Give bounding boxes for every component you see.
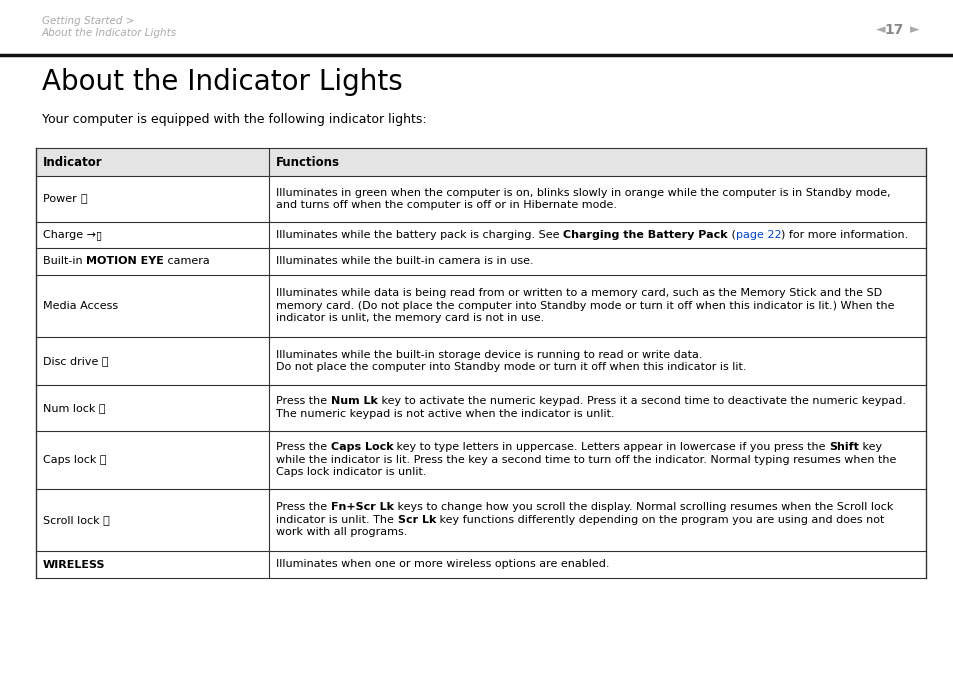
Text: Disc drive ⎕: Disc drive ⎕ <box>43 356 109 366</box>
Text: Caps Lock: Caps Lock <box>331 442 393 452</box>
Text: Num lock ⚿: Num lock ⚿ <box>43 403 106 413</box>
Text: Caps lock indicator is unlit.: Caps lock indicator is unlit. <box>275 467 426 477</box>
Text: Charge →: Charge → <box>43 230 96 240</box>
Text: Power: Power <box>43 194 80 204</box>
Text: Illuminates when one or more wireless options are enabled.: Illuminates when one or more wireless op… <box>275 559 609 570</box>
Text: Press the: Press the <box>275 502 331 512</box>
Text: indicator is unlit, the memory card is not in use.: indicator is unlit, the memory card is n… <box>275 313 544 324</box>
Text: camera: camera <box>164 257 210 266</box>
Text: ▯: ▯ <box>96 230 102 240</box>
Text: indicator is unlit. The: indicator is unlit. The <box>275 515 397 525</box>
Text: key to activate the numeric keypad. Press it a second time to deactivate the num: key to activate the numeric keypad. Pres… <box>377 396 904 406</box>
Text: Caps lock ⚿: Caps lock ⚿ <box>43 455 107 465</box>
Text: Illuminates while the built-in camera is in use.: Illuminates while the built-in camera is… <box>275 256 534 266</box>
Bar <box>36 148 925 578</box>
Text: work with all programs.: work with all programs. <box>275 527 407 537</box>
Text: ⏻: ⏻ <box>80 194 87 204</box>
Text: Shift: Shift <box>828 442 859 452</box>
Text: (: ( <box>727 230 735 240</box>
Text: Illuminates while data is being read from or written to a memory card, such as t: Illuminates while data is being read fro… <box>275 288 882 299</box>
Text: Illuminates while the battery pack is charging. See: Illuminates while the battery pack is ch… <box>275 230 562 240</box>
Text: Do not place the computer into Standby mode or turn it off when this indicator i: Do not place the computer into Standby m… <box>275 362 746 372</box>
Text: keys to change how you scroll the display. Normal scrolling resumes when the Scr: keys to change how you scroll the displa… <box>394 502 892 512</box>
Text: WIRELESS: WIRELESS <box>43 559 106 570</box>
Text: Illuminates while the built-in storage device is running to read or write data.: Illuminates while the built-in storage d… <box>275 350 702 359</box>
Text: Fn+Scr Lk: Fn+Scr Lk <box>331 502 394 512</box>
Text: key to type letters in uppercase. Letters appear in lowercase if you press the: key to type letters in uppercase. Letter… <box>393 442 828 452</box>
Text: ) for more information.: ) for more information. <box>781 230 907 240</box>
Text: 17: 17 <box>883 23 902 37</box>
Text: Scr Lk: Scr Lk <box>397 515 436 525</box>
Text: Scroll lock ⚿: Scroll lock ⚿ <box>43 515 110 525</box>
Text: Your computer is equipped with the following indicator lights:: Your computer is equipped with the follo… <box>42 113 426 126</box>
Text: Num Lk: Num Lk <box>331 396 377 406</box>
Text: key: key <box>859 442 882 452</box>
Text: About the Indicator Lights: About the Indicator Lights <box>42 28 177 38</box>
Text: ◄: ◄ <box>875 24 884 36</box>
Text: key functions differently depending on the program you are using and does not: key functions differently depending on t… <box>436 515 883 525</box>
Text: Built-in: Built-in <box>43 257 86 266</box>
Text: Press the: Press the <box>275 442 331 452</box>
Text: and turns off when the computer is off or in Hibernate mode.: and turns off when the computer is off o… <box>275 200 617 210</box>
Text: memory card. (Do not place the computer into Standby mode or turn it off when th: memory card. (Do not place the computer … <box>275 301 894 311</box>
Text: The numeric keypad is not active when the indicator is unlit.: The numeric keypad is not active when th… <box>275 409 614 419</box>
Text: Press the: Press the <box>275 396 331 406</box>
Text: About the Indicator Lights: About the Indicator Lights <box>42 68 402 96</box>
Text: ►: ► <box>909 24 919 36</box>
Text: while the indicator is lit. Press the key a second time to turn off the indicato: while the indicator is lit. Press the ke… <box>275 455 896 465</box>
Text: MOTION EYE: MOTION EYE <box>86 257 164 266</box>
Text: Functions: Functions <box>275 156 340 168</box>
Text: Charging the Battery Pack: Charging the Battery Pack <box>562 230 727 240</box>
Bar <box>36 148 925 176</box>
Text: page 22: page 22 <box>735 230 781 240</box>
Text: Indicator: Indicator <box>43 156 103 168</box>
Text: Getting Started >: Getting Started > <box>42 16 134 26</box>
Text: Illuminates in green when the computer is on, blinks slowly in orange while the : Illuminates in green when the computer i… <box>275 187 890 197</box>
Text: Media Access: Media Access <box>43 301 118 311</box>
